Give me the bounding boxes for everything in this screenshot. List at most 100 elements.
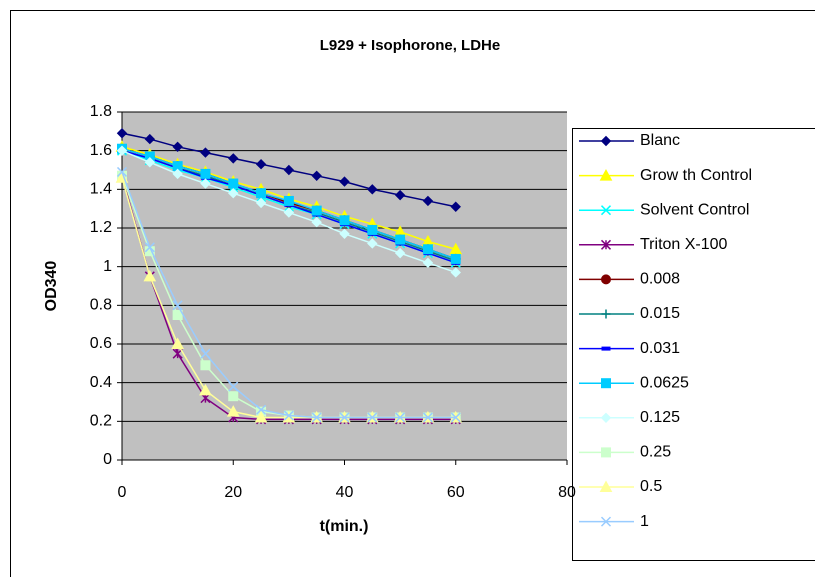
legend-label: 0.0625 <box>640 374 689 391</box>
marker <box>450 201 461 212</box>
marker <box>422 244 433 255</box>
marker <box>422 195 434 207</box>
marker <box>395 412 406 423</box>
marker <box>144 133 156 145</box>
marker <box>367 224 378 235</box>
y-tick-label: 0.2 <box>90 413 112 430</box>
y-tick-label: 1.2 <box>90 219 112 236</box>
marker <box>601 274 611 285</box>
marker <box>599 169 613 181</box>
marker <box>172 348 183 359</box>
x-tick-label: 40 <box>336 484 354 501</box>
x-tick-label: 60 <box>447 484 465 501</box>
y-tick-label: 0.4 <box>90 374 112 391</box>
marker <box>172 141 183 153</box>
marker <box>339 228 350 240</box>
legend-label: 0.5 <box>640 478 662 495</box>
y-tick-label: 1.8 <box>90 103 112 120</box>
marker <box>283 207 295 218</box>
marker <box>282 410 296 423</box>
y-tick-label: 0.8 <box>90 297 112 314</box>
marker <box>394 247 406 259</box>
marker <box>143 269 157 282</box>
marker <box>311 170 322 182</box>
marker <box>228 153 239 164</box>
marker <box>367 238 378 249</box>
marker <box>116 145 128 156</box>
legend-label: Solvent Control <box>640 201 749 218</box>
marker <box>228 187 239 199</box>
legend-label: Triton X-100 <box>640 236 728 253</box>
marker <box>283 410 294 421</box>
marker <box>200 360 211 371</box>
marker <box>228 391 239 402</box>
marker <box>367 412 378 423</box>
marker <box>226 405 240 417</box>
legend-label: 0.031 <box>640 340 680 357</box>
marker <box>256 188 267 199</box>
marker <box>600 205 612 216</box>
marker <box>200 348 211 359</box>
marker <box>339 176 350 187</box>
legend-label: 0.25 <box>640 444 671 461</box>
marker <box>116 128 128 139</box>
marker <box>255 158 267 170</box>
chart-title: L929 + Isophorone, LDHe <box>320 37 500 54</box>
legend-label: 0.125 <box>640 409 680 426</box>
marker <box>600 412 612 424</box>
marker <box>116 166 128 177</box>
marker <box>199 383 212 396</box>
marker <box>395 234 406 245</box>
x-tick-label: 20 <box>224 484 242 501</box>
x-tick-label: 80 <box>558 484 576 501</box>
legend-label: Blanc <box>640 132 680 149</box>
marker <box>311 216 322 228</box>
marker <box>254 410 268 423</box>
marker <box>228 381 239 392</box>
y-tick-label: 0.6 <box>90 335 112 352</box>
legend-label: Grow th Control <box>640 167 752 184</box>
marker <box>339 412 350 423</box>
x-axis-label: t(min.) <box>320 518 369 535</box>
marker <box>601 346 611 351</box>
marker <box>600 135 612 147</box>
marker <box>200 178 211 189</box>
marker <box>283 195 294 206</box>
marker <box>283 164 295 176</box>
marker <box>256 404 267 415</box>
marker <box>601 447 611 458</box>
x-tick-label: 0 <box>118 484 127 501</box>
marker <box>450 412 461 423</box>
marker <box>450 267 461 278</box>
marker <box>172 310 183 320</box>
marker <box>339 215 350 226</box>
marker <box>599 480 613 492</box>
y-tick-label: 1 <box>103 258 112 275</box>
marker <box>394 189 406 201</box>
marker <box>144 157 156 168</box>
y-axis-label: OD340 <box>43 261 60 312</box>
marker <box>200 147 211 158</box>
marker <box>601 378 611 389</box>
marker <box>311 205 322 216</box>
marker <box>255 197 267 209</box>
marker <box>200 168 211 179</box>
marker <box>600 239 612 250</box>
marker <box>171 337 184 349</box>
marker <box>311 412 322 423</box>
legend-label: 1 <box>640 513 649 530</box>
marker <box>367 184 378 195</box>
marker <box>172 300 183 311</box>
plot-area <box>122 112 567 460</box>
marker <box>601 309 611 319</box>
marker <box>422 412 433 423</box>
legend-box <box>572 128 815 561</box>
y-tick-label: 1.4 <box>90 181 112 198</box>
marker <box>422 257 434 269</box>
marker <box>449 242 463 255</box>
legend-label: 0.008 <box>640 271 680 288</box>
legend-label: 0.015 <box>640 305 680 322</box>
marker <box>228 178 239 189</box>
